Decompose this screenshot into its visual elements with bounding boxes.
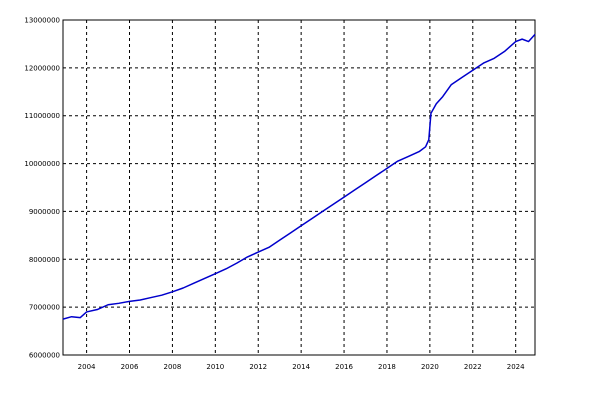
y-tick-label: 8000000: [29, 256, 60, 264]
plot-frame: [62, 19, 536, 356]
y-axis-ticks: 6000000 7000000 8000000 9000000 10000000 1100…: [24, 17, 60, 360]
x-axis-ticks: 2004 2006 2008 2010 2012 2014 2016 2018 2020 2022…: [78, 363, 525, 371]
y-tick-label: 12000000: [24, 64, 60, 72]
x-tick-label: 2014: [292, 363, 310, 371]
y-tick-label: 6000000: [29, 352, 60, 360]
x-tick-label: 2024: [507, 363, 525, 371]
y-tick-label: 7000000: [29, 304, 60, 312]
x-tick-label: 2020: [421, 363, 439, 371]
y-tick-label: 10000000: [24, 160, 60, 168]
y-tick-label: 9000000: [29, 208, 60, 216]
x-tick-label: 2018: [378, 363, 396, 371]
x-tick-label: 2012: [249, 363, 267, 371]
x-tick-label: 2016: [335, 363, 353, 371]
series-line: [62, 33, 536, 320]
grid-lines: [63, 20, 535, 355]
series-layer: [62, 33, 536, 320]
x-tick-label: 2010: [206, 363, 224, 371]
y-tick-label: 11000000: [24, 112, 60, 120]
x-tick-label: 2004: [78, 363, 96, 371]
x-tick-label: 2008: [164, 363, 182, 371]
x-tick-label: 2022: [464, 363, 482, 371]
x-tick-label: 2006: [121, 363, 139, 371]
y-tick-label: 13000000: [24, 17, 60, 25]
